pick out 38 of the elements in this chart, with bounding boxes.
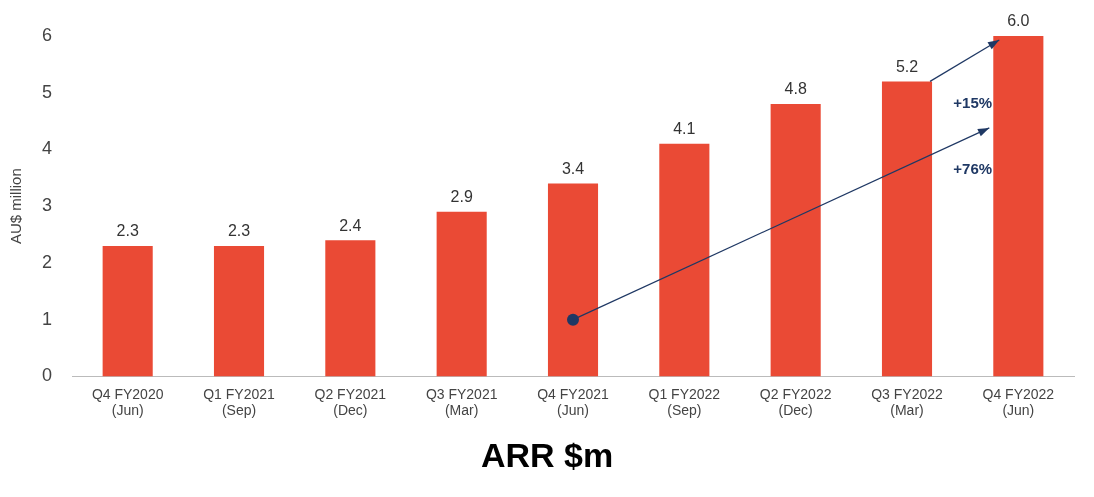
bar [102, 245, 153, 377]
x-tick-label: Q1 FY2021 (Sep) [203, 385, 276, 419]
x-tick-label: Q4 FY2021 (Jun) [537, 385, 610, 419]
bar [213, 245, 265, 377]
y-tick-label: 4 [42, 138, 53, 159]
data-label: 4.1 [673, 120, 696, 138]
annotation: +15% [953, 93, 993, 111]
bar [436, 211, 487, 377]
data-label: 2.4 [339, 216, 362, 234]
x-tick-label: Q1 FY2022 (Sep) [648, 385, 721, 419]
x-tick-label: Q4 FY2020 (Jun) [91, 385, 164, 419]
bar [659, 143, 710, 377]
data-label: 6.0 [1007, 12, 1030, 30]
x-tick-label: Q3 FY2022 (Mar) [871, 385, 944, 419]
bar [325, 240, 376, 377]
y-tick-label: 0 [42, 365, 53, 386]
x-tick-label: Q2 FY2022 (Dec) [759, 385, 832, 419]
y-tick-label: 3 [42, 195, 53, 216]
data-label: 3.4 [561, 159, 585, 177]
annotation: +76% [953, 160, 993, 178]
x-tick-label: Q3 FY2021 (Mar) [425, 385, 498, 419]
data-label: 2.3 [227, 222, 251, 240]
bar [770, 104, 821, 377]
x-tick-label: Q2 FY2021 (Dec) [314, 385, 387, 419]
x-tick-label: Q4 FY2022 (Jun) [982, 385, 1055, 419]
data-label: 5.2 [895, 57, 919, 75]
y-tick-label: 5 [42, 81, 53, 102]
data-label: 4.8 [784, 80, 807, 98]
y-tick-label: 2 [42, 251, 53, 272]
text: ARR $m [479, 436, 615, 475]
y-axis-title: AU$ million [7, 168, 25, 245]
data-label: 2.3 [116, 222, 139, 240]
bar [993, 36, 1044, 377]
bar [547, 183, 599, 377]
data-label: 2.9 [450, 188, 473, 206]
bar [881, 81, 933, 377]
y-tick-label: 1 [42, 308, 53, 329]
y-tick-label: 6 [42, 24, 53, 45]
